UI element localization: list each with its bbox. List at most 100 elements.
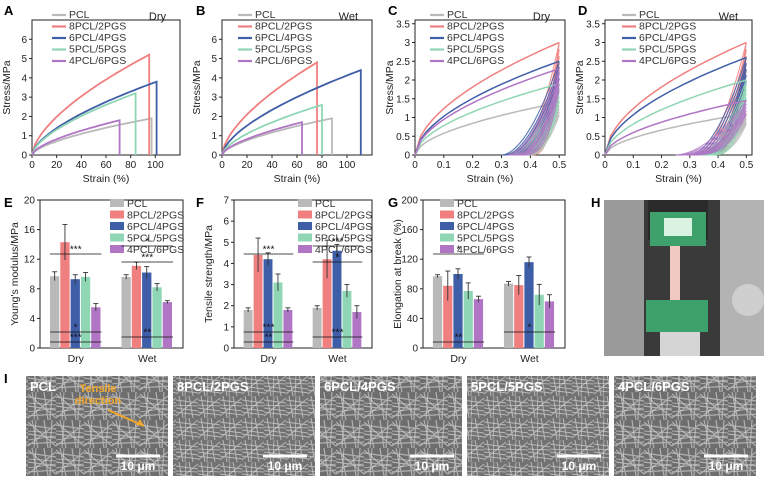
y-tick-label: 0 (223, 344, 229, 355)
y-tick-label: 2.5 (586, 57, 600, 68)
legend-label-5pcl-5pgs: 5PCL/5PGS (315, 233, 372, 245)
y-tick-label: 1 (404, 113, 410, 124)
sem-panel-5pcl-5pgs: 5PCL/5PGS 10 μm (467, 376, 609, 476)
sem-image (467, 376, 609, 476)
legend-swatch-6pcl-4pgs (110, 222, 124, 230)
y-tick-label: 3.5 (586, 19, 600, 30)
x-axis-label: Strain (%) (467, 173, 514, 185)
sem-panel-4pcl-6pgs: 4PCL/6PGS 10 μm (614, 376, 756, 476)
x-category-label: Dry (260, 353, 277, 365)
significance-marker: *** (70, 245, 82, 256)
legend-label-4pcl-6pgs: 4PCL/6PGS (69, 55, 126, 67)
curve-8pcl-2pgs (31, 53, 151, 156)
hysteresis-loop (521, 89, 560, 156)
y-axis-label: Stress/MPa (191, 60, 203, 114)
legend-label-6pcl-4pgs: 6PCL/4PGS (255, 32, 312, 44)
y-tick-label: 1 (21, 131, 27, 142)
x-tick-label: 0.5 (552, 160, 566, 171)
legend-label-8pcl-2pgs: 8PCL/2PGS (457, 210, 514, 222)
legend-swatch-pcl (110, 199, 124, 207)
x-category-label: Wet (138, 353, 157, 365)
sem-panel-8pcl-2pgs: 8PCL/2PGS 10 μm (173, 376, 315, 476)
y-tick-label: 2 (404, 76, 410, 87)
bar-8pcl-2pgs-wet (131, 265, 142, 348)
first-loading-curve (414, 41, 560, 156)
first-loading-curve (414, 83, 560, 156)
x-tick-label: 60 (291, 160, 303, 171)
panel-label-a: A (4, 3, 14, 18)
y-tick-label: 40 (407, 314, 419, 325)
y-tick-label: 1 (211, 131, 217, 142)
legend-swatch-6pcl-4pgs (440, 222, 454, 230)
significance-marker: *** (332, 237, 344, 248)
panel-label-h: H (591, 195, 600, 210)
legend-label-6pcl-4pgs: 6PCL/4PGS (457, 221, 514, 233)
y-tick-label: 80 (407, 284, 419, 295)
y-tick-label: 2 (211, 112, 217, 123)
x-tick-label: 0.2 (466, 160, 480, 171)
y-tick-label: 0 (211, 151, 217, 162)
legend-label-8pcl-2pgs: 8PCL/2PGS (127, 210, 184, 222)
y-tick-label: 0.5 (586, 132, 600, 143)
x-tick-label: 0 (29, 160, 35, 171)
significance-marker: ** (265, 333, 273, 344)
sem-panel-label: 6PCL/4PGS (324, 379, 396, 394)
y-axis-label: Stress/MPa (1, 60, 13, 114)
legend-swatch-8pcl-2pgs (440, 210, 454, 219)
y-axis-label: Stress/MPa (574, 60, 586, 114)
sem-panel-label: PCL (30, 379, 56, 394)
x-tick-label: 100 (339, 160, 356, 171)
bar-4pcl-6pgs-wet (352, 312, 362, 348)
legend-label-8pcl-2pgs: 8PCL/2PGS (69, 21, 126, 33)
bar-8pcl-2pgs-dry (253, 254, 263, 348)
bar-5pcl-5pgs-dry (273, 282, 283, 348)
x-category-label: Dry (450, 353, 467, 365)
tensile-direction-label: Tensile direction (75, 383, 122, 407)
sem-image (614, 376, 756, 476)
legend-swatch-8pcl-2pgs (298, 210, 312, 219)
y-tick-label: 5 (21, 54, 27, 65)
bar-8pcl-2pgs-wet (514, 285, 524, 348)
bar-5pcl-5pgs-dry (80, 276, 91, 348)
x-category-label: Dry (68, 353, 85, 365)
condition-label: Dry (149, 11, 167, 23)
y-tick-label: 6 (21, 35, 27, 46)
x-tick-label: 80 (125, 160, 137, 171)
x-tick-label: 40 (76, 160, 88, 171)
y-axis-label: Tensile strength/MPa (203, 225, 215, 323)
legend-label-pcl: PCL (447, 9, 468, 21)
first-loading-curve (604, 56, 747, 156)
y-axis-label: Stress/MPa (384, 60, 396, 114)
legend-swatch-4pcl-6pgs (440, 245, 454, 253)
x-tick-label: 60 (100, 160, 112, 171)
panel-label-i: I (4, 371, 8, 386)
legend-label-4pcl-6pgs: 4PCL/6PGS (457, 244, 514, 256)
y-tick-label: 120 (401, 255, 418, 266)
significance-marker: *** (332, 328, 344, 339)
x-tick-label: 0.5 (739, 160, 753, 171)
curve-6pcl-4pgs (221, 68, 362, 156)
sem-panel-pcl: PCL 10 μm Tensile direction (26, 376, 168, 476)
first-loading-curve (604, 79, 747, 156)
y-tick-label: 3 (594, 38, 600, 49)
x-tick-label: 0.1 (437, 160, 451, 171)
legend-label-4pcl-6pgs: 4PCL/6PGS (127, 244, 184, 256)
tensile-test-photo (604, 200, 764, 356)
y-tick-label: 20 (24, 196, 36, 207)
legend-label-6pcl-4pgs: 6PCL/4PGS (447, 32, 504, 44)
bar-4pcl-6pgs-dry (473, 299, 484, 348)
y-tick-label: 3 (404, 38, 410, 49)
x-tick-label: 0.3 (495, 160, 509, 171)
panel-label-e: E (4, 195, 13, 210)
condition-label: Wet (719, 11, 738, 23)
x-tick-label: 0.3 (683, 160, 697, 171)
legend-label-pcl: PCL (315, 198, 336, 210)
curve-pcl (221, 117, 333, 156)
legend-label-5pcl-5pgs: 5PCL/5PGS (639, 44, 696, 56)
y-tick-label: 3 (211, 93, 217, 104)
significance-marker: *** (70, 333, 82, 344)
y-tick-label: 1 (594, 113, 600, 124)
legend-label-pcl: PCL (639, 9, 660, 21)
legend-swatch-pcl (440, 199, 454, 207)
sem-image (173, 376, 315, 476)
